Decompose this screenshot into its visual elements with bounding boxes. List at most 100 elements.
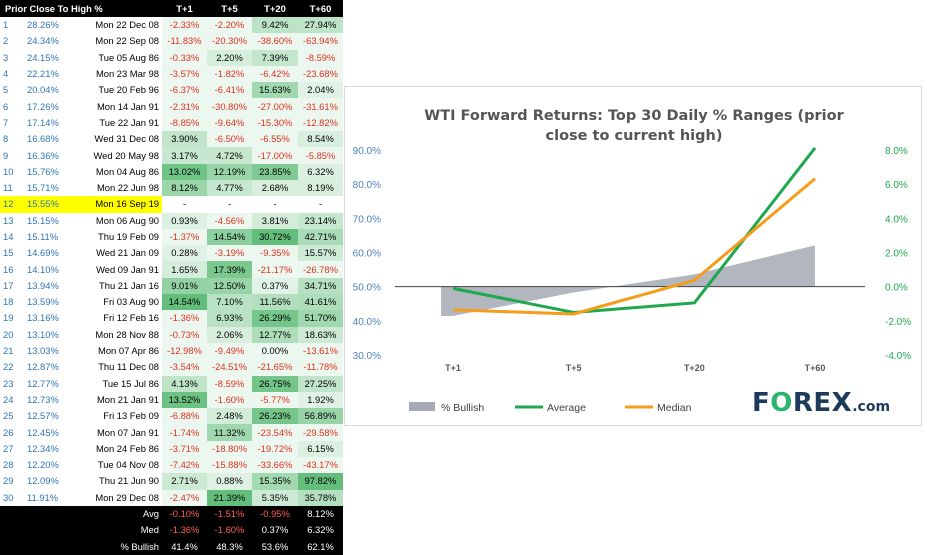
return-t5: - [207, 196, 252, 213]
x-axis-tick: T+1 [445, 363, 461, 373]
event-date: Thu 11 Dec 08 [98, 361, 159, 373]
return-t5: -3.19% [207, 245, 252, 262]
return-t20: -19.72% [252, 440, 298, 458]
return-t1: -3.54% [162, 359, 207, 376]
prior-close-pct: 12.45% [27, 426, 59, 438]
return-t1: -7.42% [162, 457, 207, 474]
return-t60: -13.61% [298, 342, 343, 360]
series-line-average [452, 147, 817, 314]
header-t5: T+5 [207, 0, 252, 17]
return-t60: 34.71% [298, 277, 343, 295]
legend-label-bullish: % Bullish [441, 402, 484, 414]
return-t60: -5.85% [298, 147, 343, 164]
return-t20: 7.39% [252, 49, 298, 66]
return-t1: 13.02% [162, 163, 207, 180]
logo-part-f: F [752, 388, 771, 418]
table-row: 5 20.04% Tue 20 Feb 96 -6.37% -6.41% 15.63% 2.… [0, 82, 343, 99]
summary-t20: 53.6% [252, 538, 298, 555]
summary-t60: 6.32% [298, 522, 343, 539]
return-t1: -11.83% [162, 33, 207, 50]
return-t60: -11.78% [298, 359, 343, 376]
return-t60: -12.82% [298, 114, 343, 132]
summary-t20: -0.95% [252, 505, 298, 523]
summary-row: Med -1.36% -1.60% 0.37% 6.32% [0, 522, 343, 539]
returns-table: Prior Close To High % T+1 T+5 T+20 T+60 … [0, 0, 343, 555]
prior-close-pct: 13.10% [27, 328, 59, 340]
return-t1: 9.01% [162, 277, 207, 295]
return-t5: -6.41% [207, 82, 252, 99]
prior-close-pct: 14.10% [27, 263, 59, 275]
event-date: Wed 09 Jan 91 [96, 263, 159, 275]
return-t60: 23.14% [298, 212, 343, 229]
table-row: 19 13.16% Fri 12 Feb 16 -1.36% 6.93% 26.29% 51… [0, 310, 343, 327]
row-number: 24 [3, 393, 14, 405]
left-axis-tick: 60.0% [353, 249, 381, 260]
summary-t1: -0.10% [162, 505, 207, 523]
left-axis-tick: 30.0% [353, 351, 381, 362]
prior-close-pct: 12.73% [27, 393, 59, 405]
return-t1: 3.17% [162, 147, 207, 164]
return-t60: -23.68% [298, 65, 343, 83]
header-prior-close: Prior Close To High % [0, 0, 162, 17]
event-date: Mon 16 Sep 19 [72, 196, 162, 213]
return-t20: -15.30% [252, 114, 298, 132]
return-t60: 2.04% [298, 82, 343, 99]
return-t60: -8.59% [298, 49, 343, 66]
return-t5: 21.39% [207, 489, 252, 506]
event-date: Wed 20 May 98 [93, 149, 160, 161]
return-t20: -9.35% [252, 245, 298, 262]
return-t1: -0.33% [162, 49, 207, 66]
return-t20: -21.17% [252, 261, 298, 278]
chart-title-line-2: close to current high) [546, 128, 723, 144]
prior-close-pct: 15.55% [24, 196, 72, 213]
prior-close-pct: 16.36% [27, 149, 59, 161]
summary-t5: -1.60% [207, 522, 252, 539]
x-axis-tick: T+20 [684, 363, 705, 373]
event-date: Mon 21 Jan 91 [96, 393, 159, 405]
event-date: Tue 20 Feb 96 [98, 84, 159, 96]
summary-t5: -1.51% [207, 505, 252, 523]
event-date: Mon 07 Apr 86 [98, 345, 159, 357]
prior-close-pct: 12.87% [27, 361, 59, 373]
right-axis-tick: 0.0% [885, 283, 908, 294]
summary-t60: 8.12% [298, 505, 343, 523]
return-t1: -6.37% [162, 82, 207, 99]
return-t20: 0.37% [252, 277, 298, 295]
legend-swatch-bullish [409, 402, 435, 411]
event-date: Mon 24 Feb 86 [95, 442, 159, 454]
prior-close-pct: 16.68% [27, 133, 59, 145]
return-t5: -15.88% [207, 457, 252, 474]
prior-close-pct: 15.11% [27, 231, 59, 242]
logo-part-rex: REX [792, 388, 853, 418]
event-date: Mon 06 Aug 90 [95, 214, 159, 226]
row-number: 30 [3, 491, 14, 503]
return-t5: -1.82% [207, 65, 252, 83]
return-t20: 23.85% [252, 163, 298, 180]
table-row: 23 12.77% Tue 15 Jul 86 4.13% -8.59% 26.75% 27… [0, 375, 343, 392]
return-t1: 3.90% [162, 131, 207, 148]
return-t5: -2.20% [207, 17, 252, 34]
event-date: Thu 21 Jan 16 [99, 279, 159, 291]
prior-close-pct: 24.15% [27, 51, 59, 63]
event-date: Tue 05 Aug 86 [98, 51, 159, 63]
table-row: 29 12.09% Thu 21 Jun 90 2.71% 0.88% 15.35% 97.… [0, 473, 343, 490]
right-axis-tick: -4.0% [885, 351, 911, 362]
table-summary: Avg -0.10% -1.51% -0.95% 8.12% Med -1.36% -1.60… [0, 505, 343, 555]
series-line-median [452, 177, 816, 316]
return-t60: -29.58% [298, 424, 343, 441]
event-date: Tue 04 Nov 08 [97, 459, 159, 471]
return-t1: -2.33% [162, 17, 207, 34]
return-t60: 18.63% [298, 326, 343, 343]
return-t60: - [298, 196, 343, 213]
summary-label: % Bullish [0, 538, 162, 555]
event-date: Thu 19 Feb 09 [98, 231, 159, 242]
return-t1: -2.47% [162, 489, 207, 506]
prior-close-pct: 12.09% [27, 475, 59, 487]
prior-close-pct: 12.57% [27, 410, 59, 422]
summary-t1: 41.4% [162, 538, 207, 555]
return-t5: -4.56% [207, 212, 252, 229]
return-t5: -20.30% [207, 33, 252, 50]
prior-close-pct: 15.15% [27, 214, 59, 226]
return-t60: -43.17% [298, 457, 343, 474]
right-axis-tick: 2.0% [885, 249, 908, 260]
